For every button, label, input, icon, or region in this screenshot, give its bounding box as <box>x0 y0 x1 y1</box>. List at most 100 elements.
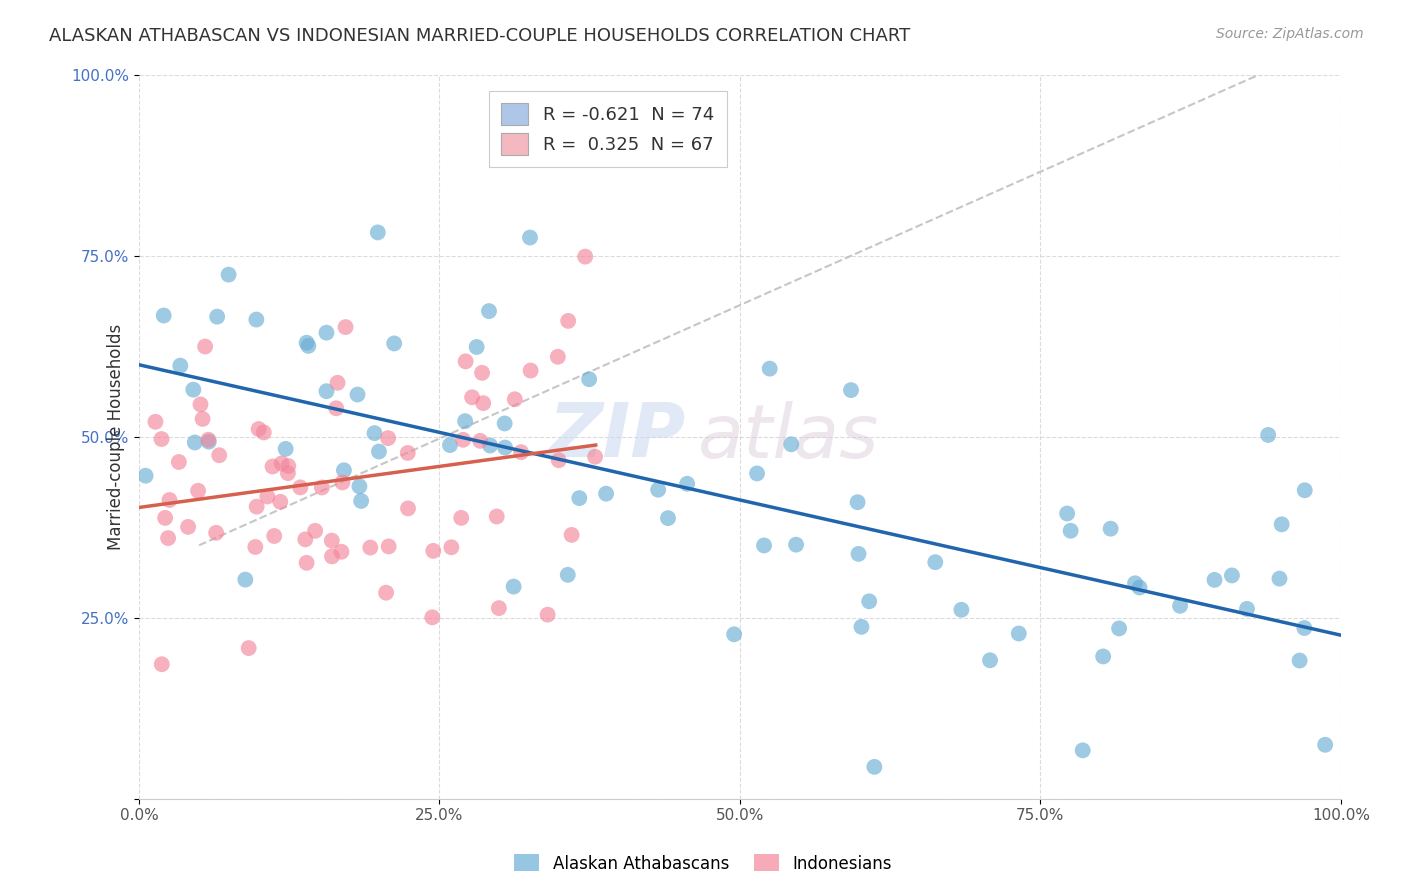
Point <box>246 500 269 514</box>
Point <box>349 479 371 493</box>
Point <box>346 387 368 401</box>
Point <box>1059 524 1081 538</box>
Legend: R = -0.621  N = 74, R =  0.325  N = 67: R = -0.621 N = 74, R = 0.325 N = 67 <box>489 91 727 168</box>
Point <box>262 459 284 474</box>
Point <box>350 494 373 508</box>
Point <box>454 354 477 368</box>
Point <box>197 433 219 447</box>
Point <box>321 549 343 564</box>
Point <box>950 603 973 617</box>
Point <box>858 594 880 608</box>
Point <box>181 383 204 397</box>
Point <box>1204 573 1226 587</box>
Point <box>1108 622 1130 636</box>
Point <box>647 483 669 497</box>
Point <box>150 432 173 446</box>
Point <box>363 426 385 441</box>
Point <box>578 372 600 386</box>
Point <box>657 511 679 525</box>
Point <box>368 444 391 458</box>
Point <box>979 653 1001 667</box>
Point <box>485 509 508 524</box>
Point <box>177 520 200 534</box>
Point <box>184 435 207 450</box>
Point <box>277 466 299 480</box>
Point <box>256 490 278 504</box>
Point <box>377 540 399 554</box>
Point <box>1294 483 1316 498</box>
Legend: Alaskan Athabascans, Indonesians: Alaskan Athabascans, Indonesians <box>508 847 898 880</box>
Point <box>375 585 398 599</box>
Point <box>574 250 596 264</box>
Point <box>1099 522 1122 536</box>
Point <box>311 480 333 494</box>
Point <box>315 326 337 340</box>
Point <box>321 533 343 548</box>
Point <box>924 555 946 569</box>
Point <box>304 524 326 538</box>
Point <box>450 511 472 525</box>
Point <box>382 336 405 351</box>
Point <box>780 437 803 451</box>
Point <box>561 528 583 542</box>
Point <box>245 540 267 554</box>
Point <box>494 441 516 455</box>
Point <box>1168 599 1191 613</box>
Point <box>396 446 419 460</box>
Point <box>494 417 516 431</box>
Point <box>519 230 541 244</box>
Point <box>745 467 768 481</box>
Point <box>194 339 217 353</box>
Point <box>503 392 526 407</box>
Point <box>785 538 807 552</box>
Y-axis label: Married-couple Households: Married-couple Households <box>107 324 125 549</box>
Point <box>422 544 444 558</box>
Point <box>290 480 312 494</box>
Point <box>472 396 495 410</box>
Point <box>758 361 780 376</box>
Point <box>583 450 606 464</box>
Point <box>420 610 443 624</box>
Point <box>1236 602 1258 616</box>
Point <box>277 458 299 473</box>
Point <box>159 493 181 508</box>
Point <box>145 415 167 429</box>
Point <box>851 620 873 634</box>
Point <box>205 525 228 540</box>
Point <box>396 501 419 516</box>
Point <box>454 414 477 428</box>
Point <box>135 468 157 483</box>
Point <box>519 363 541 377</box>
Point <box>863 760 886 774</box>
Point <box>330 545 353 559</box>
Point <box>440 541 463 555</box>
Point <box>547 453 569 467</box>
Point <box>510 445 533 459</box>
Point <box>676 476 699 491</box>
Point <box>295 556 318 570</box>
Point <box>157 531 180 545</box>
Point <box>247 422 270 436</box>
Point <box>465 340 488 354</box>
Point <box>269 495 291 509</box>
Text: Source: ZipAtlas.com: Source: ZipAtlas.com <box>1216 27 1364 41</box>
Point <box>547 350 569 364</box>
Point <box>1288 654 1310 668</box>
Point <box>326 376 349 390</box>
Point <box>839 383 862 397</box>
Point <box>1123 576 1146 591</box>
Point <box>479 438 502 452</box>
Point <box>488 601 510 615</box>
Point <box>536 607 558 622</box>
Point <box>359 541 381 555</box>
Point <box>1071 743 1094 757</box>
Point <box>153 511 176 525</box>
Point <box>502 580 524 594</box>
Point <box>297 339 319 353</box>
Point <box>557 314 579 328</box>
Text: atlas: atlas <box>697 401 879 473</box>
Point <box>294 533 316 547</box>
Point <box>848 547 870 561</box>
Point <box>238 641 260 656</box>
Point <box>723 627 745 641</box>
